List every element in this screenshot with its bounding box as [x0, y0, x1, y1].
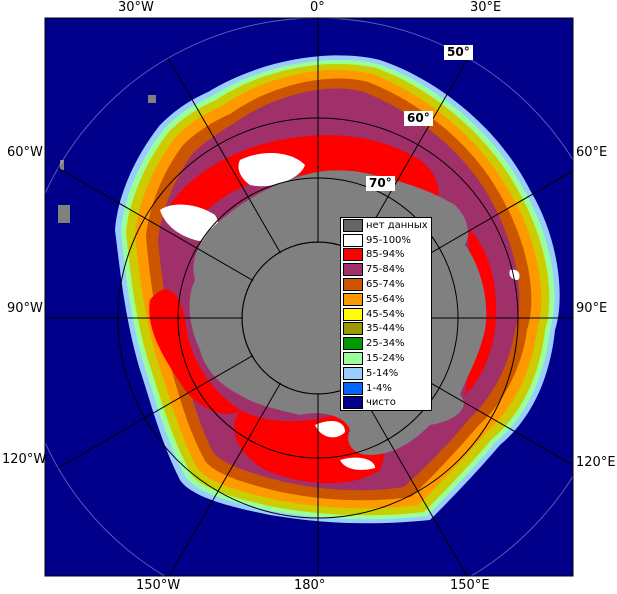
ice-patch-white-5 [509, 269, 520, 280]
legend-swatch [343, 366, 363, 380]
legend-swatch [343, 396, 363, 410]
legend-row: чисто [341, 396, 431, 411]
lon-label-0: 0° [310, 0, 325, 15]
legend-row: 65-74% [341, 277, 431, 292]
legend-swatch [343, 248, 363, 262]
legend-swatch [343, 337, 363, 351]
ice-patch-white-2 [238, 153, 305, 187]
lon-label-60e: 60°E [576, 145, 608, 160]
legend-label: 1-4% [366, 382, 392, 394]
legend-label: 75-84% [366, 264, 405, 276]
legend-label: чисто [366, 397, 396, 409]
legend-label: 45-54% [366, 308, 405, 320]
legend-label: 35-44% [366, 323, 405, 335]
legend-label: 55-64% [366, 293, 405, 305]
legend-row: 15-24% [341, 351, 431, 366]
legend-swatch [343, 218, 363, 232]
lat-label-60: 60° [404, 111, 433, 126]
lon-label-90w: 90°W [7, 301, 43, 316]
no-data-speck-2 [148, 95, 156, 103]
legend-swatch [343, 322, 363, 336]
legend-row: 25-34% [341, 336, 431, 351]
concentration-legend: нет данных 95-100% 85-94% 75-84% 65-74% 55-64… [340, 217, 432, 412]
lon-label-30e-top: 30°E [470, 0, 502, 15]
legend-label: 65-74% [366, 279, 405, 291]
lon-label-120w: 120°W [2, 452, 47, 467]
legend-row: 55-64% [341, 292, 431, 307]
legend-swatch [343, 278, 363, 292]
legend-row: 95-100% [341, 233, 431, 248]
legend-row: 85-94% [341, 248, 431, 263]
lon-label-150e: 150°E [450, 578, 490, 593]
legend-label: 95-100% [366, 234, 411, 246]
legend-swatch [343, 292, 363, 306]
lon-label-90e: 90°E [576, 301, 608, 316]
lat-label-50: 50° [444, 45, 473, 60]
legend-label: нет данных [366, 219, 428, 231]
map-border [44, 17, 574, 577]
lat-label-70: 70° [366, 176, 395, 191]
ice-patch-white-4 [340, 457, 375, 470]
ice-patch-white-1 [160, 204, 219, 241]
legend-swatch [343, 307, 363, 321]
lon-label-120e: 120°E [576, 455, 616, 470]
legend-swatch [343, 263, 363, 277]
legend-label: 5-14% [366, 367, 399, 379]
lon-label-30w-top: 30°W [118, 0, 154, 15]
legend-row: 5-14% [341, 366, 431, 381]
legend-row: 75-84% [341, 262, 431, 277]
legend-label: 85-94% [366, 249, 405, 261]
no-data-speck-3 [60, 160, 64, 170]
legend-row: 1-4% [341, 381, 431, 396]
legend-label: 25-34% [366, 338, 405, 350]
legend-row: 35-44% [341, 322, 431, 337]
legend-row: нет данных [341, 218, 431, 233]
lon-label-150w: 150°W [136, 578, 181, 593]
ice-patch-red-west [149, 289, 240, 414]
legend-swatch [343, 233, 363, 247]
legend-swatch [343, 381, 363, 395]
lon-label-180: 180° [294, 578, 326, 593]
ice-patch-white-3 [315, 420, 345, 438]
legend-swatch [343, 352, 363, 366]
legend-label: 15-24% [366, 353, 405, 365]
lon-label-60w: 60°W [7, 145, 43, 160]
ice-patch-red-north [169, 135, 439, 232]
legend-row: 45-54% [341, 307, 431, 322]
no-data-speck-1 [58, 205, 70, 223]
